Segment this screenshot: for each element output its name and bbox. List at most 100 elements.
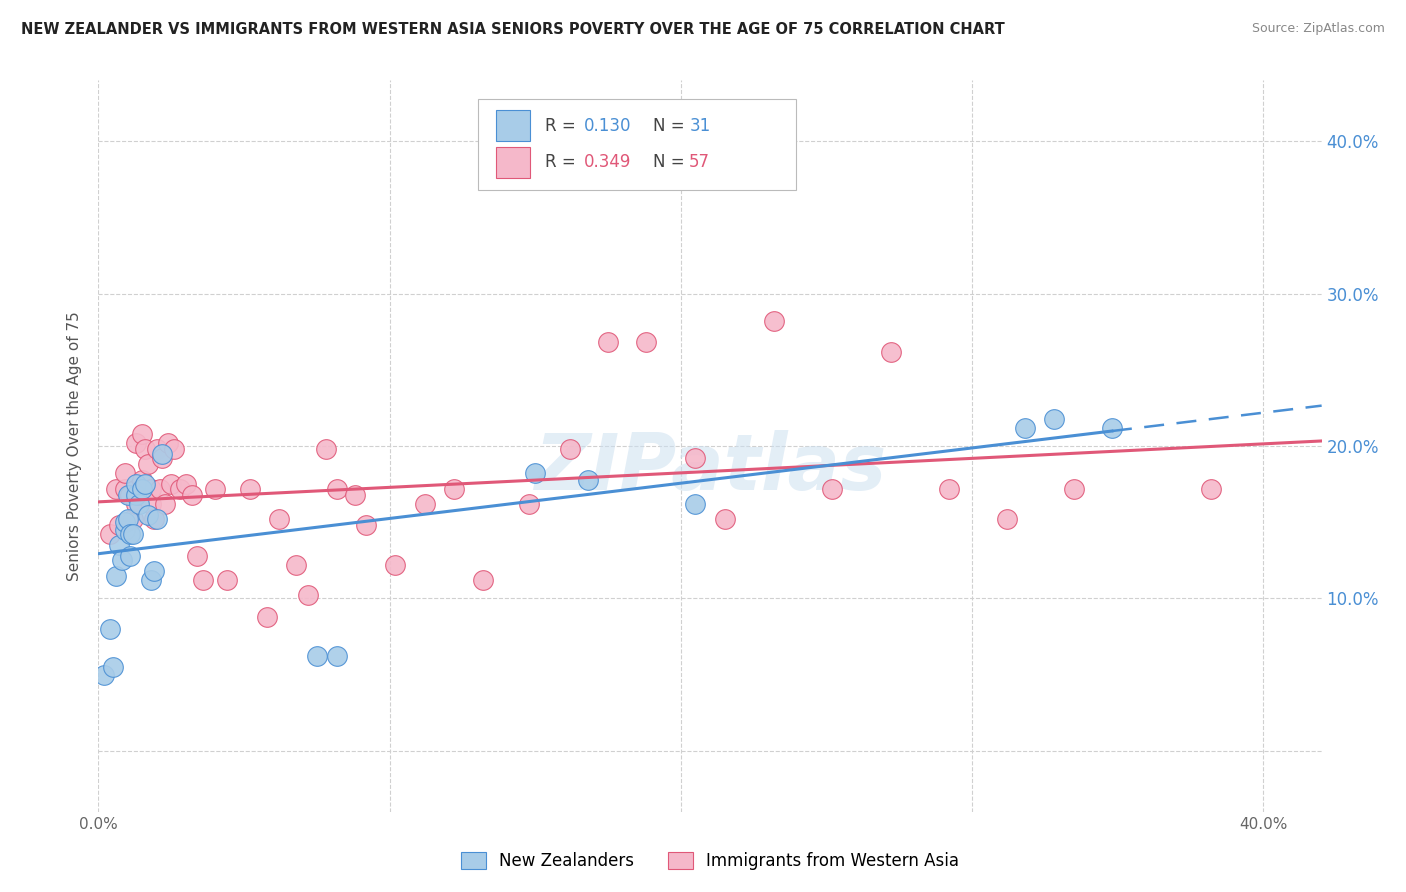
Point bbox=[142, 564, 165, 578]
Point bbox=[152, 447, 174, 461]
Point bbox=[108, 518, 131, 533]
Point bbox=[155, 497, 177, 511]
Point bbox=[193, 573, 215, 587]
Point bbox=[136, 457, 159, 471]
Point bbox=[134, 442, 156, 456]
Point bbox=[139, 573, 162, 587]
Point bbox=[152, 451, 174, 466]
Point bbox=[125, 488, 148, 502]
Point bbox=[685, 451, 707, 466]
Point bbox=[560, 442, 582, 456]
Point bbox=[134, 477, 156, 491]
Point bbox=[305, 649, 328, 664]
Point bbox=[139, 482, 162, 496]
Point bbox=[128, 497, 150, 511]
Point bbox=[239, 482, 262, 496]
Point bbox=[1101, 421, 1123, 435]
Point bbox=[215, 573, 238, 587]
FancyBboxPatch shape bbox=[496, 111, 530, 141]
Y-axis label: Seniors Poverty Over the Age of 75: Seniors Poverty Over the Age of 75 bbox=[67, 311, 83, 581]
Point bbox=[120, 488, 142, 502]
Point bbox=[120, 527, 142, 541]
Point bbox=[596, 335, 619, 350]
Point bbox=[122, 512, 145, 526]
FancyBboxPatch shape bbox=[478, 99, 796, 190]
Point bbox=[98, 527, 121, 541]
Point bbox=[267, 512, 290, 526]
Point bbox=[326, 482, 349, 496]
Point bbox=[117, 512, 139, 526]
Point bbox=[160, 477, 183, 491]
Text: 57: 57 bbox=[689, 153, 710, 171]
Point bbox=[122, 527, 145, 541]
Point bbox=[180, 488, 202, 502]
Point bbox=[634, 335, 657, 350]
Point bbox=[384, 558, 406, 572]
Point bbox=[108, 538, 131, 552]
Point bbox=[117, 488, 139, 502]
Point bbox=[524, 467, 547, 481]
Point bbox=[131, 473, 153, 487]
Point bbox=[145, 512, 167, 526]
Point bbox=[471, 573, 494, 587]
Point bbox=[93, 667, 115, 681]
Point bbox=[256, 609, 278, 624]
Point bbox=[685, 497, 707, 511]
Text: N =: N = bbox=[652, 153, 685, 171]
Point bbox=[413, 497, 436, 511]
FancyBboxPatch shape bbox=[496, 147, 530, 178]
Text: R =: R = bbox=[546, 153, 575, 171]
Point bbox=[1063, 482, 1085, 496]
Point bbox=[163, 442, 186, 456]
Text: 31: 31 bbox=[689, 117, 710, 135]
Text: ZIPatlas: ZIPatlas bbox=[534, 430, 886, 506]
Point bbox=[114, 523, 136, 537]
Point bbox=[343, 488, 366, 502]
Point bbox=[576, 473, 599, 487]
Point bbox=[326, 649, 349, 664]
Point bbox=[519, 497, 541, 511]
Point bbox=[128, 488, 150, 502]
Point bbox=[297, 588, 319, 602]
Point bbox=[142, 512, 165, 526]
Point bbox=[879, 344, 901, 359]
Point bbox=[821, 482, 844, 496]
Point bbox=[120, 549, 142, 563]
Point bbox=[713, 512, 735, 526]
Point bbox=[131, 426, 153, 441]
Point bbox=[938, 482, 960, 496]
Point bbox=[204, 482, 226, 496]
Point bbox=[174, 477, 197, 491]
Text: N =: N = bbox=[652, 117, 685, 135]
Point bbox=[125, 436, 148, 450]
Point bbox=[104, 568, 127, 582]
Point bbox=[145, 442, 167, 456]
Point bbox=[98, 622, 121, 636]
Point bbox=[1014, 421, 1036, 435]
Point bbox=[111, 553, 134, 567]
Point bbox=[114, 482, 136, 496]
Point bbox=[443, 482, 465, 496]
Point bbox=[101, 660, 124, 674]
Point bbox=[1199, 482, 1222, 496]
Point bbox=[136, 508, 159, 522]
Point bbox=[125, 477, 148, 491]
Point bbox=[114, 467, 136, 481]
Point bbox=[131, 482, 153, 496]
Point bbox=[285, 558, 308, 572]
Legend: New Zealanders, Immigrants from Western Asia: New Zealanders, Immigrants from Western … bbox=[454, 845, 966, 877]
Point bbox=[157, 436, 180, 450]
Text: Source: ZipAtlas.com: Source: ZipAtlas.com bbox=[1251, 22, 1385, 36]
Point bbox=[356, 518, 378, 533]
Point bbox=[114, 515, 136, 529]
Point bbox=[104, 482, 127, 496]
Text: NEW ZEALANDER VS IMMIGRANTS FROM WESTERN ASIA SENIORS POVERTY OVER THE AGE OF 75: NEW ZEALANDER VS IMMIGRANTS FROM WESTERN… bbox=[21, 22, 1005, 37]
Point bbox=[139, 497, 162, 511]
Text: 0.349: 0.349 bbox=[583, 153, 631, 171]
Point bbox=[763, 314, 786, 328]
Text: 0.130: 0.130 bbox=[583, 117, 631, 135]
Text: R =: R = bbox=[546, 117, 575, 135]
Point bbox=[186, 549, 208, 563]
Point bbox=[125, 497, 148, 511]
Point bbox=[995, 512, 1018, 526]
